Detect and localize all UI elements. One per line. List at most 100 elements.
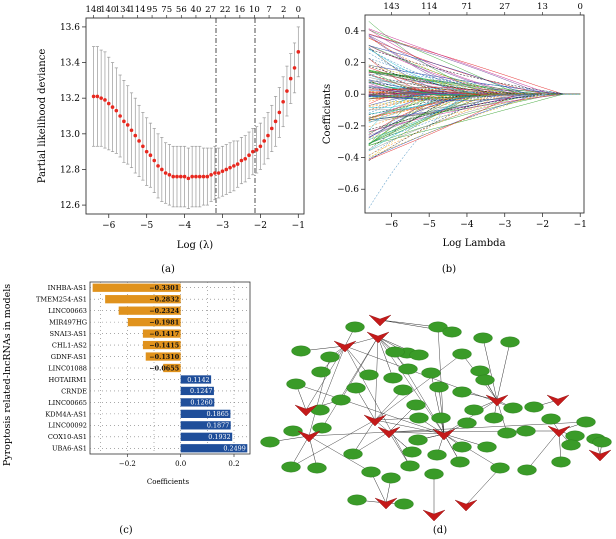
category-label: KDM4A-AS1: [45, 410, 87, 418]
network-edge: [443, 433, 501, 469]
coefficient-path: [368, 93, 581, 140]
coefficient-path: [368, 93, 581, 118]
lncrna-node: [432, 428, 456, 441]
panel-c: INHBA-AS1 −0.3301 TMEM254-AS1 −0.2832 LINC00…: [2, 281, 251, 536]
data-point: [285, 89, 289, 93]
gene-node: [409, 349, 429, 361]
y-tick-label: −0.2: [337, 122, 359, 132]
coefficient-path: [368, 93, 581, 160]
top-tick-label: 140: [100, 5, 116, 15]
coefficient-path: [368, 93, 581, 120]
panel-a-label: (a): [161, 264, 175, 275]
top-tick-label: 148: [85, 5, 101, 15]
bar: [180, 398, 215, 407]
data-point: [103, 98, 107, 102]
gene-node: [359, 369, 379, 381]
coefficient-path: [368, 37, 581, 95]
coefficient-path: [368, 69, 581, 95]
data-point: [277, 110, 282, 115]
gene-node: [394, 498, 414, 510]
top-tick-label: 2: [281, 5, 286, 15]
data-point: [239, 158, 244, 163]
value-label: 0.1142: [187, 376, 209, 384]
data-point: [167, 173, 172, 177]
coefficient-path: [368, 93, 581, 118]
network-edge: [374, 336, 379, 421]
coefficient-path: [368, 93, 581, 99]
coefficient-path: [368, 45, 581, 95]
lncrna-node: [547, 425, 571, 438]
gene-node: [381, 472, 401, 484]
network-edge: [319, 345, 346, 411]
network-edge: [388, 431, 411, 467]
gene-node: [517, 464, 537, 476]
data-point: [201, 174, 206, 179]
panel-a-xlabel: Log (λ): [177, 240, 213, 251]
coefficient-path: [368, 93, 581, 122]
value-label: 0.1247: [190, 387, 212, 395]
gene-node: [393, 384, 413, 396]
panel-b-xlabel: Log Lambda: [442, 238, 505, 249]
network-edge: [355, 387, 376, 421]
coefficient-path: [368, 93, 581, 135]
coefficient-path: [368, 93, 581, 161]
gene-node: [383, 372, 403, 384]
coefficient-path: [368, 29, 581, 95]
lncrna-node: [297, 430, 321, 443]
top-tick-label: 16: [234, 5, 245, 15]
gene-node: [291, 345, 311, 357]
gene-node: [452, 441, 472, 453]
data-point: [129, 128, 134, 133]
gene-node: [331, 394, 351, 406]
gene-node: [286, 378, 306, 390]
coefficient-path: [368, 93, 581, 114]
category-label: HOTAIRM1: [49, 376, 87, 384]
panel-d-nodes: [260, 314, 612, 522]
y-tick-label: 0.0: [345, 90, 360, 100]
coefficient-path: [368, 48, 581, 95]
coefficient-path: [368, 66, 581, 95]
coefficient-path: [368, 93, 581, 111]
gene-node: [500, 336, 520, 348]
top-tick-label: 22: [220, 5, 231, 15]
x-tick-label: 0.2: [228, 460, 239, 468]
coefficient-path: [368, 93, 581, 111]
x-tick-label: −2: [254, 221, 267, 231]
category-label: CHL1-AS2: [52, 341, 87, 349]
x-tick-label: −5: [423, 220, 437, 230]
gene-node: [464, 404, 484, 416]
panel-b-top-axis: 143 114 71 27 13 0: [383, 2, 583, 15]
coefficient-path: [368, 93, 581, 111]
bar: [142, 340, 181, 350]
data-point: [190, 174, 194, 179]
top-tick-label: 0: [296, 5, 301, 15]
data-point: [273, 119, 278, 124]
data-point: [133, 133, 138, 138]
gene-node: [400, 460, 420, 472]
gene-node: [343, 448, 363, 460]
value-label: −0.1415: [149, 341, 179, 349]
data-point: [178, 174, 183, 179]
network-edge: [374, 353, 463, 421]
top-tick-label: 75: [161, 5, 172, 15]
panel-b-x-axis: −6 −5 −4 −3 −2 −1: [385, 213, 587, 230]
coefficient-path: [368, 35, 581, 95]
gene-node: [307, 462, 327, 474]
lncrna-node: [588, 449, 612, 462]
data-point: [156, 164, 160, 168]
coefficient-path: [368, 90, 581, 96]
bar: [180, 375, 212, 384]
data-point: [232, 164, 236, 168]
panel-b-y-axis: −0.6 −0.4 −0.2 0.0 0.2 0.4: [337, 27, 365, 195]
gene-node: [524, 401, 544, 413]
coefficient-path: [368, 91, 581, 97]
gene-node: [477, 441, 497, 453]
value-label: 0.1932: [208, 433, 230, 441]
data-point: [141, 144, 145, 149]
panel-a-x-axis: −6 −5 −4 −3 −2 −1: [102, 214, 305, 231]
value-label: 0.1865: [207, 410, 229, 418]
data-point: [251, 149, 255, 154]
coefficient-path: [368, 28, 581, 95]
panel-a-frame: [85, 17, 305, 215]
